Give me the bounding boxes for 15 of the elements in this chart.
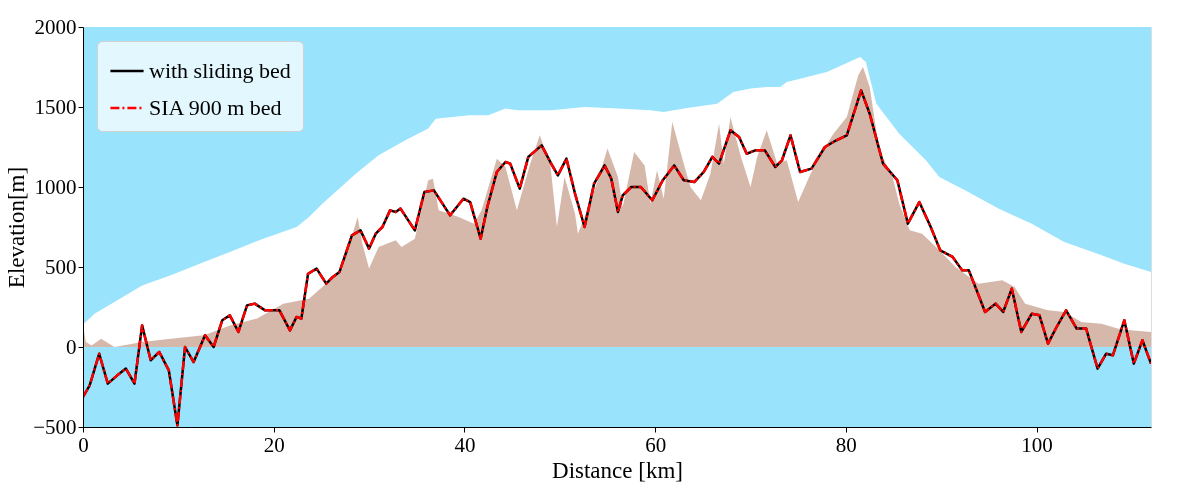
y-tick-label: 0 <box>66 334 77 359</box>
y-tick-label: 1000 <box>34 174 77 199</box>
x-tick-label: 100 <box>1021 432 1053 457</box>
x-tick-label: 20 <box>263 432 285 457</box>
x-axis-title: Distance [km] <box>552 457 683 483</box>
x-tick-label: 40 <box>454 432 476 457</box>
x-tick-label: 60 <box>645 432 667 457</box>
y-axis-title: Elevation[m] <box>4 166 30 289</box>
y-tick-label: 1500 <box>34 94 77 119</box>
legend-label: SIA 900 m bed <box>149 95 282 120</box>
y-tick-label: −500 <box>33 414 77 439</box>
y-tick-label: 500 <box>45 254 77 279</box>
y-tick-label: 2000 <box>34 14 77 39</box>
x-tick-label: 80 <box>835 432 857 457</box>
legend-label: with sliding bed <box>149 58 291 83</box>
